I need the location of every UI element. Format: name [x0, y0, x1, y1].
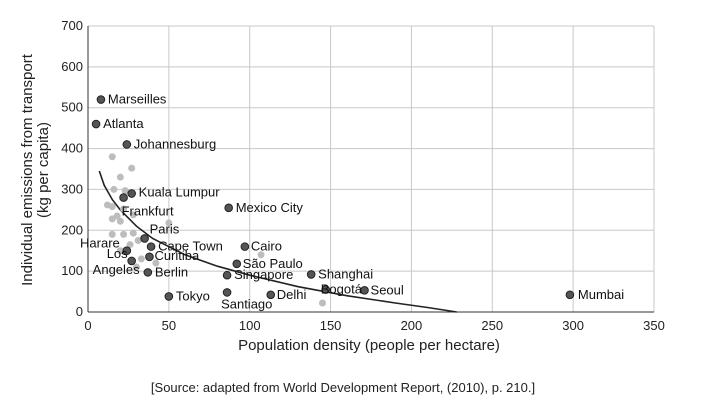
- point-label: Curitiba: [154, 248, 200, 263]
- point-label: Los: [107, 246, 128, 261]
- point-label: Johannesburg: [134, 136, 216, 151]
- point-label: Kuala Lumpur: [139, 185, 221, 200]
- data-point: [146, 242, 156, 251]
- data-point-unlabeled: [318, 299, 326, 307]
- data-point: [119, 193, 128, 202]
- x-tick-label: 0: [84, 318, 91, 333]
- data-point-unlabeled: [129, 229, 137, 237]
- trend-curve: [98, 170, 457, 313]
- data-point: [222, 270, 232, 280]
- data-point-unlabeled: [126, 241, 134, 249]
- grid-lines: [87, 25, 655, 313]
- y-tick-label: 200: [61, 222, 83, 237]
- data-point: [232, 259, 242, 269]
- axes: [87, 26, 654, 313]
- data-point-unlabeled: [129, 211, 137, 219]
- x-tick-label: 350: [643, 318, 665, 333]
- data-point-unlabeled: [121, 187, 129, 195]
- point-label: Frankfurt: [122, 204, 174, 219]
- point-label: Santiago: [221, 296, 272, 311]
- point-label: Shanghai: [318, 266, 373, 281]
- data-point-unlabeled: [134, 237, 142, 244]
- point-label: Bogotá: [321, 282, 363, 297]
- unlabeled-points: [103, 153, 326, 307]
- y-tick-label: 100: [61, 263, 83, 278]
- y-tick-label: 400: [61, 141, 83, 156]
- y-tick-label: 500: [61, 100, 83, 115]
- point-label: Cairo: [251, 239, 282, 254]
- x-tick-label: 100: [239, 318, 261, 333]
- y-tick-label: 600: [61, 59, 83, 74]
- point-label: Marseilles: [108, 92, 167, 107]
- data-point: [91, 119, 101, 129]
- y-tick-label: 300: [61, 181, 83, 196]
- data-point-unlabeled: [137, 255, 145, 263]
- y-axis-label-line2: (kg per capita): [35, 122, 52, 218]
- point-label: Tokyo: [176, 288, 210, 303]
- data-point: [122, 140, 132, 149]
- point-label: Singapore: [234, 267, 293, 282]
- point-label: Harare: [80, 236, 120, 251]
- data-point-unlabeled: [116, 247, 124, 255]
- data-point: [145, 252, 154, 262]
- point-label: Seoul: [371, 282, 404, 297]
- data-point: [266, 290, 276, 300]
- data-point-unlabeled: [152, 259, 160, 267]
- data-point: [224, 203, 233, 213]
- data-point: [127, 256, 136, 266]
- data-point: [321, 285, 331, 294]
- data-point: [360, 286, 369, 295]
- labeled-points: [91, 95, 575, 301]
- data-point-unlabeled: [133, 263, 141, 271]
- y-tick-label: 700: [61, 18, 83, 33]
- x-tick-label: 200: [401, 318, 423, 333]
- data-point: [240, 242, 250, 251]
- x-tick-label: 150: [320, 318, 342, 333]
- x-tick-label: 300: [562, 318, 584, 333]
- data-point-unlabeled: [120, 205, 128, 213]
- point-label: Cape Town: [158, 239, 223, 254]
- data-point: [140, 234, 149, 243]
- point-label: Atlanta: [103, 116, 144, 131]
- data-point-unlabeled: [108, 215, 116, 223]
- point-label: Paris: [150, 221, 180, 236]
- data-point-unlabeled: [110, 185, 118, 193]
- point-label: Mexico City: [236, 200, 304, 215]
- data-point-unlabeled: [108, 153, 116, 161]
- data-point: [565, 290, 575, 300]
- point-label: Mumbai: [578, 287, 624, 302]
- data-point: [164, 292, 174, 301]
- data-point-unlabeled: [165, 219, 173, 227]
- data-point: [306, 270, 316, 279]
- data-point: [122, 246, 132, 256]
- point-label: Angeles: [93, 262, 140, 277]
- source-note: [Source: adapted from World Development …: [151, 380, 535, 395]
- data-point-unlabeled: [116, 173, 124, 181]
- y-axis-label-line1: Individual emissions from transport: [19, 53, 36, 286]
- y-tick-labels: 0 100 200 300 400 500 600 700: [61, 18, 83, 319]
- point-label: Berlin: [155, 264, 188, 279]
- x-tick-label: 50: [162, 318, 176, 333]
- point-label: Delhi: [277, 287, 307, 302]
- data-point-unlabeled: [120, 230, 128, 238]
- data-point-unlabeled: [128, 164, 136, 172]
- x-axis-label: Population density (people per hectare): [238, 337, 500, 354]
- data-point-unlabeled: [108, 203, 116, 211]
- x-tick-labels: 0 50 100 150 200 250 300 350: [84, 318, 664, 333]
- data-point: [96, 95, 106, 104]
- data-point: [143, 268, 153, 277]
- data-point: [127, 189, 136, 198]
- point-label: São Paulo: [243, 256, 303, 271]
- y-tick-label: 0: [76, 304, 83, 319]
- x-tick-label: 250: [481, 318, 503, 333]
- data-point-unlabeled: [257, 251, 265, 259]
- data-point-unlabeled: [116, 217, 124, 225]
- data-point: [222, 288, 232, 297]
- data-point-unlabeled: [108, 230, 116, 238]
- point-labels: Marseilles Atlanta Johannesburg Kuala Lumpu…: [80, 92, 624, 312]
